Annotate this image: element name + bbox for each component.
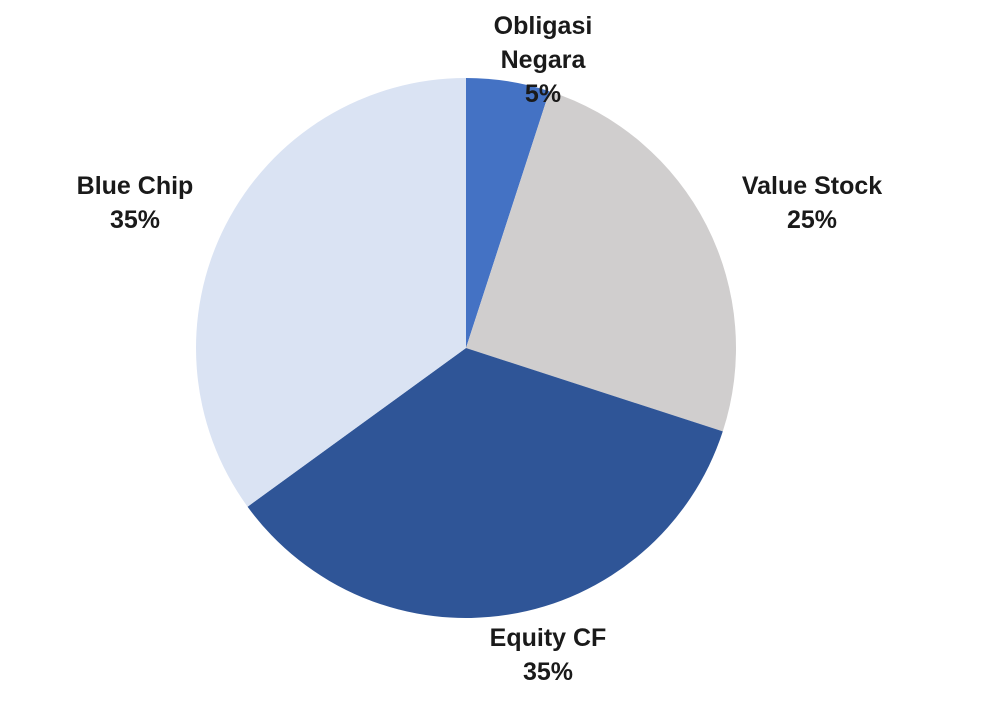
- pie-slice: [196, 78, 467, 507]
- pie-slice: [466, 91, 737, 432]
- pie-slice: [466, 78, 550, 348]
- value-label: 25%: [786, 206, 838, 234]
- value-label: 35%: [522, 658, 574, 686]
- category-label: Blue Chip: [76, 172, 194, 200]
- category-label: Obligasi Negara: [493, 12, 593, 74]
- category-label: Equity CF: [489, 624, 607, 652]
- slice-label: Blue Chip 35%: [77, 169, 194, 237]
- slice-label: Equity CF 35%: [490, 621, 607, 689]
- slice-label: Obligasi Negara 5%: [478, 9, 608, 111]
- value-label: 5%: [524, 80, 562, 108]
- category-label: Value Stock: [741, 172, 883, 200]
- value-label: 35%: [109, 206, 161, 234]
- pie-slice: [247, 348, 723, 618]
- slice-label: Value Stock 25%: [742, 169, 882, 237]
